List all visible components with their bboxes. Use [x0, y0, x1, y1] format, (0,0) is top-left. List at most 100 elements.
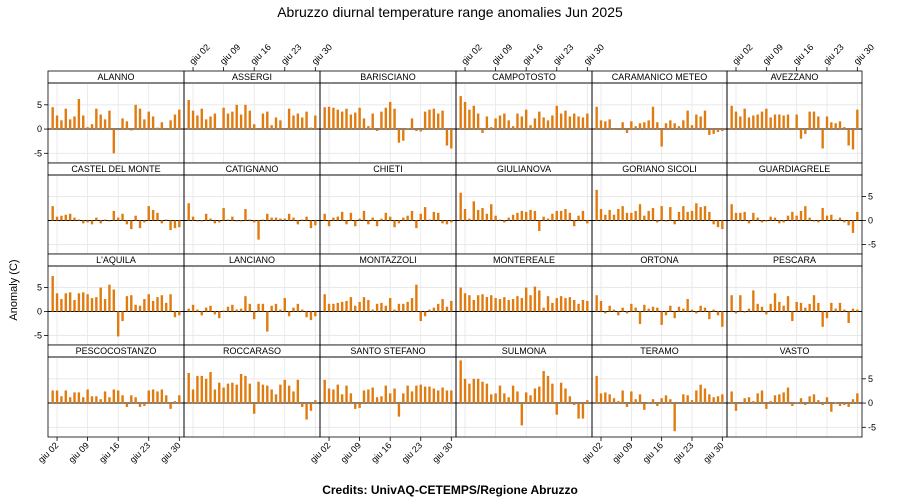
bar — [799, 129, 803, 139]
bar — [367, 299, 370, 312]
panel-campotosto: CAMPOTOSTO giu 02 giu 09 giu 16 giu 23 giu 30 — [455, 42, 606, 164]
bar — [669, 120, 672, 130]
bar — [830, 214, 833, 221]
bar — [235, 384, 238, 404]
bar — [564, 388, 567, 404]
bar — [336, 109, 339, 130]
bar — [283, 218, 286, 221]
bar — [703, 388, 707, 404]
bar — [638, 311, 642, 324]
bar — [178, 395, 181, 404]
x-tick-label: giu 02 — [580, 440, 604, 464]
bar — [428, 386, 431, 404]
bar — [419, 311, 422, 322]
bar — [511, 299, 515, 312]
bar — [599, 120, 603, 130]
bar — [695, 390, 698, 404]
bar — [490, 295, 493, 312]
bar — [287, 311, 291, 317]
bar — [437, 212, 440, 221]
bar — [838, 403, 842, 406]
bar — [581, 403, 585, 419]
bar — [686, 395, 689, 404]
bar — [143, 299, 146, 312]
bar — [573, 299, 576, 312]
bar — [734, 111, 738, 130]
bar — [551, 383, 554, 404]
bar — [825, 215, 829, 221]
bar — [651, 399, 655, 404]
x-tick-label: giu 23 — [279, 42, 303, 66]
panel-strip-label: CASTEL DEL MONTE — [71, 164, 160, 174]
bar — [765, 403, 768, 409]
bar — [664, 220, 668, 222]
bar — [345, 108, 348, 130]
bar — [354, 403, 357, 409]
bar — [169, 120, 172, 130]
bar — [476, 209, 480, 221]
bar — [419, 384, 422, 404]
bar — [851, 399, 855, 404]
bar — [559, 296, 563, 312]
panel-frame — [591, 82, 728, 164]
panel-strip-label: ROCCARASO — [223, 346, 281, 356]
bar — [756, 303, 759, 312]
bar — [222, 208, 225, 221]
bar — [791, 129, 794, 131]
bar — [472, 299, 475, 312]
bar — [721, 220, 724, 230]
bar — [608, 209, 611, 221]
bar — [673, 123, 676, 130]
x-tick-label: giu 23 — [400, 440, 424, 464]
bar — [485, 116, 489, 130]
bar — [292, 307, 295, 312]
bar — [261, 219, 265, 221]
bar — [739, 212, 742, 221]
bar — [283, 379, 286, 404]
bar — [266, 111, 269, 130]
bar — [309, 127, 313, 130]
bar — [112, 389, 116, 404]
bar — [301, 403, 304, 407]
bar — [825, 397, 829, 404]
bar — [481, 129, 484, 133]
bar — [279, 120, 282, 130]
bar — [160, 220, 164, 224]
bar — [165, 395, 168, 404]
bar — [507, 217, 510, 221]
bar — [296, 113, 300, 130]
bar — [423, 111, 427, 130]
bar — [125, 296, 129, 312]
bar — [266, 385, 269, 404]
bar — [673, 220, 676, 225]
bar — [235, 104, 238, 130]
bar — [191, 304, 195, 312]
bar — [244, 208, 247, 221]
x-tick-label: giu 02 — [459, 42, 483, 66]
bar — [825, 311, 829, 319]
bar — [656, 307, 659, 312]
bar — [375, 397, 379, 404]
panel-frame — [183, 82, 321, 164]
bar — [621, 206, 624, 221]
bar — [538, 386, 541, 404]
bar — [187, 308, 190, 312]
bar — [103, 299, 107, 312]
bar — [773, 395, 777, 404]
bar — [656, 122, 659, 130]
bar — [782, 305, 785, 312]
bar — [595, 375, 598, 404]
bar — [309, 311, 313, 321]
bar — [266, 311, 269, 332]
bar — [651, 208, 655, 221]
bar — [804, 129, 807, 134]
bar — [178, 220, 181, 228]
bar — [301, 219, 304, 221]
bar — [147, 111, 150, 130]
bar — [151, 209, 155, 221]
bar — [786, 296, 790, 312]
x-tick-label: giu 30 — [701, 440, 725, 464]
bar — [99, 114, 102, 130]
bar — [305, 403, 308, 420]
bar — [173, 401, 177, 404]
